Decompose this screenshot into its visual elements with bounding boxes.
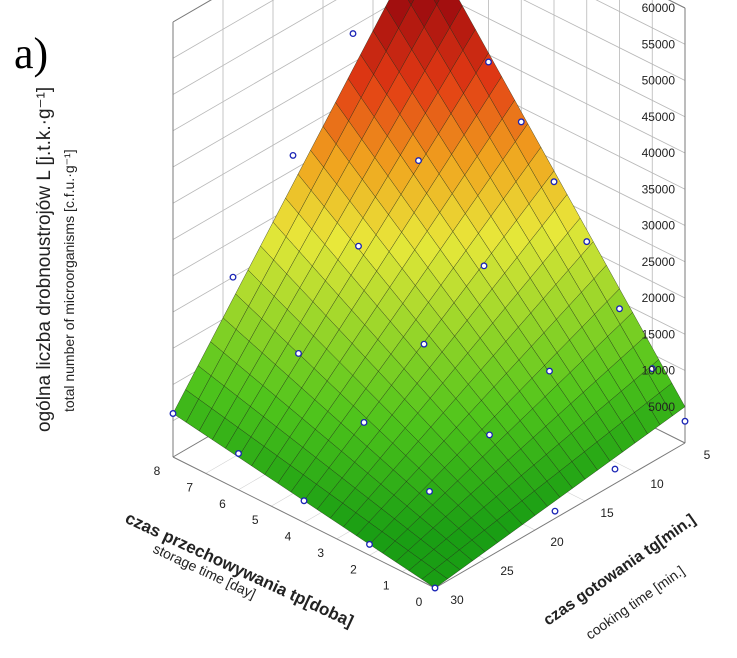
z-tick-label: 15000 xyxy=(642,327,676,341)
observation-point xyxy=(431,584,439,592)
x-tick-label: 2 xyxy=(350,562,357,576)
observation-point xyxy=(486,431,493,439)
observation-point xyxy=(485,58,492,66)
y-tick-label: 10 xyxy=(650,477,664,491)
observation-point xyxy=(517,118,525,126)
observation-point xyxy=(480,262,488,270)
box-edge xyxy=(434,442,686,589)
observation-point xyxy=(295,350,302,357)
z-tick-label: 20000 xyxy=(642,291,676,305)
x-tick-label: 4 xyxy=(285,530,292,544)
observation-point xyxy=(360,419,368,426)
x-tick-label: 5 xyxy=(252,513,259,527)
observation-point xyxy=(415,157,422,165)
observation-point xyxy=(546,367,553,375)
z-gridline xyxy=(172,0,686,132)
x-tick-label: 7 xyxy=(186,480,193,494)
observation-point xyxy=(583,238,591,246)
observation-point xyxy=(616,305,623,313)
y-tick-label: 15 xyxy=(600,506,614,520)
observation-point xyxy=(235,450,242,457)
observation-point xyxy=(681,417,689,425)
z-tick-label: 10000 xyxy=(642,364,676,378)
z-tick-label: 30000 xyxy=(642,219,676,233)
z-tick-label: 35000 xyxy=(642,182,676,196)
observation-point xyxy=(169,410,177,417)
observation-point xyxy=(611,465,619,473)
y-tick-label: 30 xyxy=(450,593,464,607)
observation-point xyxy=(420,340,428,348)
y-tick-label: 25 xyxy=(500,564,514,578)
x-tick-label: 0 xyxy=(416,595,423,609)
z-tick-label: 45000 xyxy=(642,110,676,124)
z-tick-label: 55000 xyxy=(642,37,676,51)
y-tick-label: 20 xyxy=(550,535,564,549)
z-tick-label: 5000 xyxy=(648,400,675,414)
observation-points xyxy=(169,30,689,592)
y-tick-label: 5 xyxy=(704,448,711,462)
response-surface xyxy=(172,0,686,589)
z-tick-label: 60000 xyxy=(642,1,676,15)
observation-point xyxy=(550,178,558,186)
z-axis-title-en: total number of microorganisms [c.f.u.·g… xyxy=(61,149,77,412)
surface-cell xyxy=(433,0,440,6)
panel-label: a) xyxy=(14,29,49,78)
z-tick-label: 40000 xyxy=(642,146,676,160)
observation-point xyxy=(551,507,559,515)
observation-point xyxy=(300,497,308,505)
box-edge xyxy=(172,456,436,589)
z-gridline xyxy=(172,0,686,59)
observation-point xyxy=(229,273,237,281)
observation-point xyxy=(366,540,373,548)
surface-cell xyxy=(421,569,448,589)
observation-point xyxy=(648,365,656,373)
x-tick-label: 1 xyxy=(383,579,390,593)
x-axis-title-pl: czas przechowywania tp[doba] xyxy=(122,508,356,631)
axis-ticks: 5000 10000 15000 20000 25000 30000 35000 40000 4… xyxy=(154,1,711,609)
observation-point xyxy=(289,151,297,159)
z-gridline xyxy=(172,0,686,95)
surface-cell xyxy=(407,0,415,6)
z-axis-title-pl: ogólna liczba drobnoustrojów L [j.t.k.·g… xyxy=(34,87,55,432)
x-tick-label: 6 xyxy=(219,497,226,511)
observation-point xyxy=(355,242,362,250)
observation-point xyxy=(426,488,433,495)
x-tick-label: 3 xyxy=(317,546,324,560)
z-tick-label: 50000 xyxy=(642,74,676,88)
observation-point xyxy=(349,30,357,38)
x-tick-label: 8 xyxy=(154,464,161,478)
z-tick-label: 25000 xyxy=(642,255,676,269)
